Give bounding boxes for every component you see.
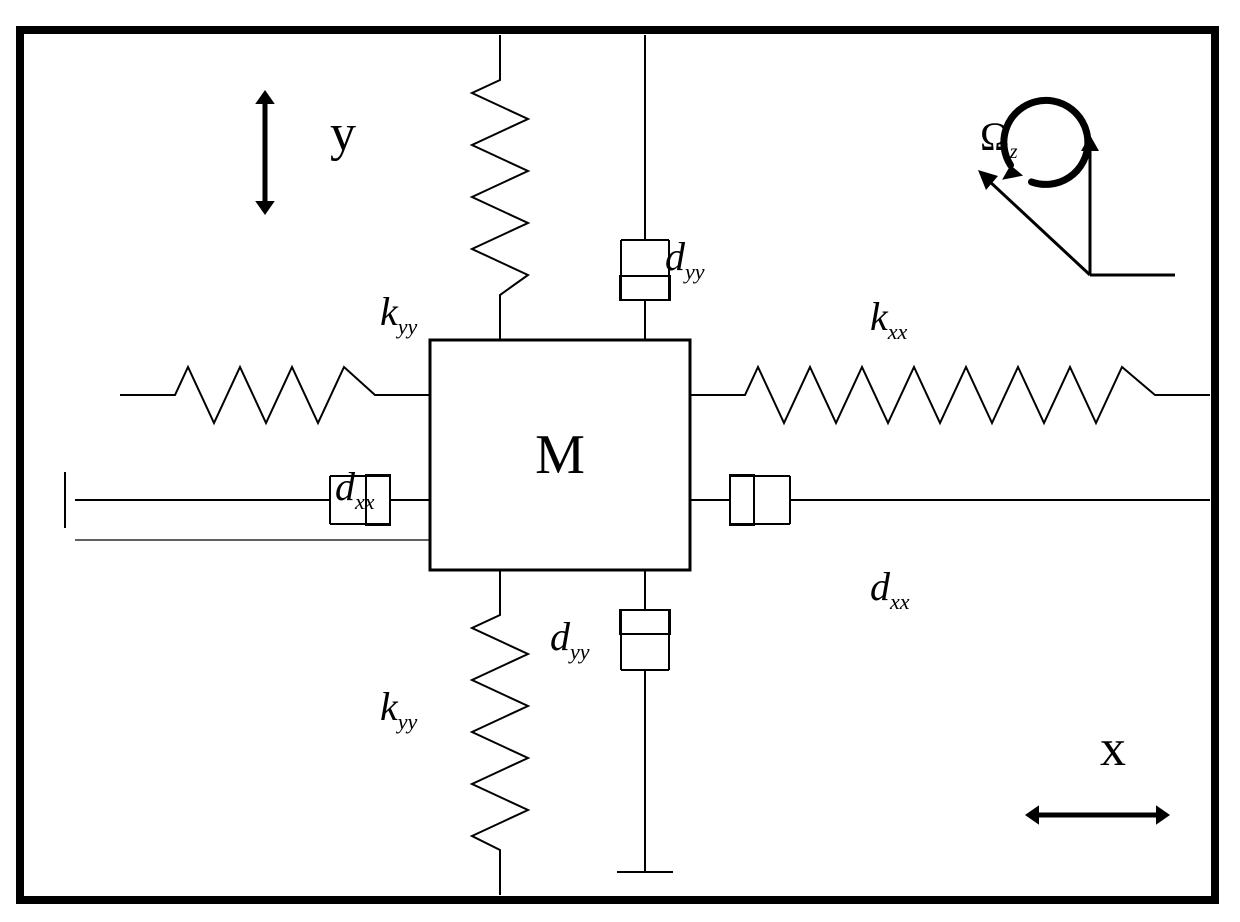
label-kyy-top: kyy bbox=[380, 289, 418, 339]
label-kxx-right: kxx bbox=[870, 294, 908, 344]
label-dxx-right: dxx bbox=[870, 564, 910, 614]
mass-label: M bbox=[535, 424, 585, 486]
label-dxx-left: dxx bbox=[335, 464, 375, 514]
label-dyy-bottom: dyy bbox=[550, 614, 590, 664]
label-kyy-bottom: kyy bbox=[380, 684, 418, 734]
x-axis-label: x bbox=[1100, 720, 1126, 777]
diagram-canvas: MyxkyydyykxxdxxdxxkyydyyΩz bbox=[0, 0, 1240, 922]
y-axis-label: y bbox=[330, 105, 356, 162]
label-dyy-top: dyy bbox=[665, 234, 705, 284]
